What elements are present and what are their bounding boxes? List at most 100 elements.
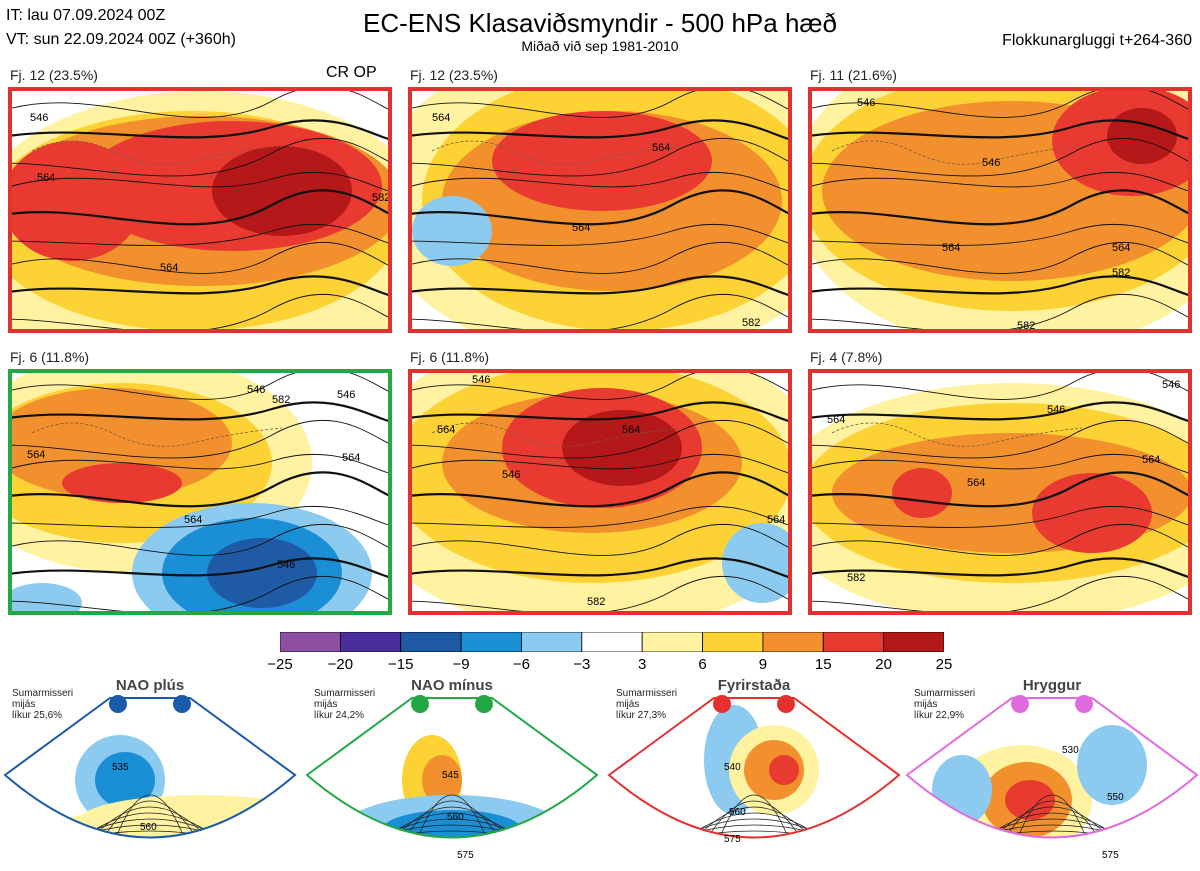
contour-label: 546 [1047,404,1065,416]
height-contour [57,812,243,838]
colorbar-tick: −3 [573,656,591,673]
contour-label: 564 [652,142,670,154]
colorbar-segment [460,632,522,652]
panel-1-tag: CR OP [326,64,377,81]
contour-label: 564 [827,414,845,426]
colorbar-segment [702,632,764,652]
anomaly-area [412,196,492,266]
panel-5-map: 546 546 564 564 564 582 [412,373,788,611]
height-contour [412,189,788,226]
height-contour [609,836,899,838]
regime-marker [1075,695,1093,713]
contour-label: 560 [447,812,464,823]
height-contour [7,830,293,838]
contour-label: 582 [372,192,388,204]
height-contour [412,119,788,141]
height-contour [12,373,388,400]
anomaly-area [722,523,788,603]
contour-label: 564 [432,112,450,124]
panel-6-map: 546 546 564 564 564 582 [812,373,1188,611]
height-contour [907,836,1197,838]
panel-1-map: 546 564 564 582 [12,91,388,329]
height-contour [812,576,1188,611]
height-contour [627,824,881,838]
height-contour [12,471,388,508]
height-contour [812,91,1188,118]
height-contour [5,836,295,838]
coastline [31,422,283,447]
cluster-panel-6: 546 546 564 564 564 582 [808,369,1192,615]
contour-label: 540 [724,762,741,773]
contour-label: 530 [1062,745,1079,756]
height-contour [412,275,788,297]
colorbar-segment [339,632,402,652]
height-contour [412,557,788,579]
contour-label: 575 [1102,850,1119,861]
contour-label: 564 [37,172,55,184]
height-contour [412,91,788,118]
cluster-panel-4: 546 546 564 564 564 546 582 [8,369,392,615]
regime-fan-4: 530 550 575 [905,695,1199,861]
colorbar-tick: 9 [758,656,768,673]
colorbar-tick: −20 [327,656,354,673]
height-contour [909,830,1195,838]
contour-label: 582 [1112,267,1130,279]
regime-fan-2: 545 560 575 [302,695,602,861]
contour-label: 564 [342,452,360,464]
height-contour [12,119,388,141]
regime-note: Sumarmisseri mijás líkur 27,3% [616,688,678,721]
height-contour [12,576,388,611]
panel-2-map: 564 564 564 582 [412,91,788,329]
regime-marker [1011,695,1029,713]
colorbar-tick: 25 [935,656,953,673]
contour-label: 582 [847,572,865,584]
contour-label: 564 [437,424,455,436]
height-contour [325,824,579,838]
height-contour [412,401,788,423]
height-contour [611,830,897,838]
cluster-panel-5: 546 546 564 564 564 582 [408,369,792,615]
height-contour [412,471,788,508]
height-contour [12,524,388,556]
anomaly-area [212,146,352,236]
colorbar-tick: 3 [638,656,647,673]
contour-label: 546 [30,112,48,124]
height-contour [412,420,788,459]
anomaly-area [769,755,799,785]
height-contour [412,294,788,329]
height-contour [412,524,788,556]
contour-label: 564 [1142,454,1160,466]
regime-marker [173,695,191,713]
height-contour [412,242,788,274]
coastline [831,422,1083,447]
regime-marker [475,695,493,713]
regime-note: Sumarmisseri mijás líkur 24,2% [314,688,376,721]
height-contour [12,242,388,274]
colorbar [280,632,944,652]
height-contour [812,242,1188,274]
height-contour [412,223,788,246]
height-contour [12,138,388,177]
height-contour [302,849,602,860]
height-contour [412,138,788,177]
anomaly-area [1005,780,1055,820]
height-contour [302,843,602,860]
height-contour [959,812,1145,838]
height-contour [812,223,1188,246]
regime-fan-3: 540 560 575 [607,695,901,845]
contour-label: 546 [982,157,1000,169]
height-contour [342,818,562,838]
colorbar-segment [641,632,703,652]
height-contour [12,171,388,192]
colorbar-segment [883,632,944,652]
contour-label: 564 [27,449,45,461]
colorbar-tick: 15 [814,656,832,673]
anomaly-area [1107,108,1177,164]
height-contour [812,505,1188,528]
height-contour [0,849,300,860]
contour-label: 564 [184,514,202,526]
colorbar-tick: 20 [875,656,892,673]
contour-label: 575 [457,850,474,861]
contour-label: 564 [967,477,985,489]
panel-1-label: Fj. 12 (23.5%) [10,67,98,83]
